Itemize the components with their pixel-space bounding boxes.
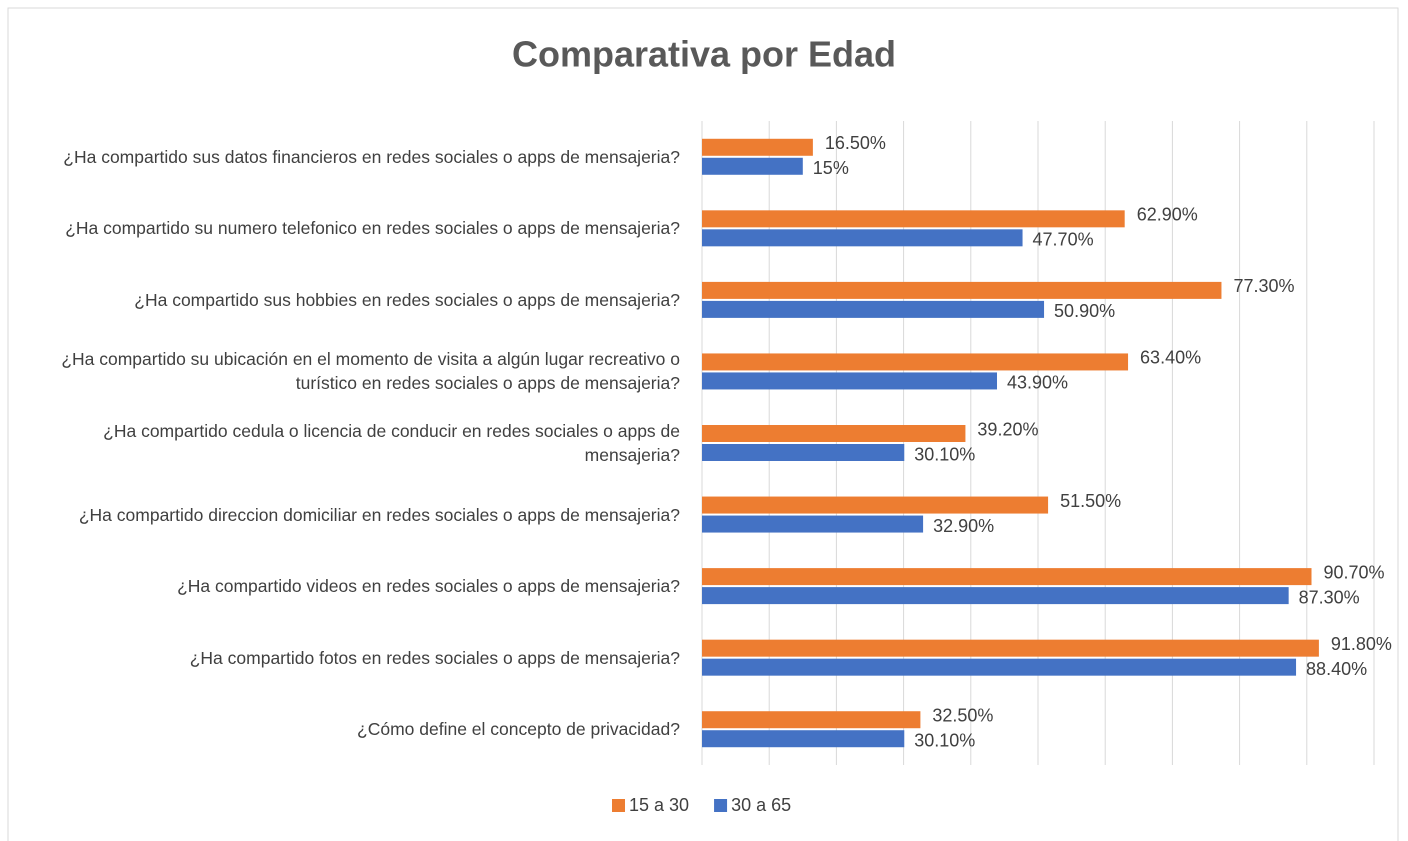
bar: [702, 711, 921, 729]
category-label: ¿Ha compartido cedula o licencia de cond…: [103, 420, 680, 465]
bar: [702, 281, 1222, 299]
data-label: 62.90%: [1137, 205, 1198, 225]
bar: [702, 587, 1289, 605]
category-label: ¿Ha compartido direccion domiciliar en r…: [78, 504, 680, 525]
data-label: 88.40%: [1306, 659, 1367, 679]
bar: [702, 658, 1297, 676]
bar: [702, 568, 1312, 586]
data-label: 32.50%: [932, 705, 993, 725]
bar: [702, 229, 1023, 247]
category-label: ¿Ha compartido videos en redes sociales …: [177, 576, 680, 597]
bar: [702, 515, 924, 533]
bar: [702, 372, 998, 390]
category-label: ¿Ha compartido sus hobbies en redes soci…: [134, 289, 680, 310]
category-label: ¿Cómo define el concepto de privacidad?: [357, 719, 680, 740]
category-label: ¿Ha compartido sus datos financieros en …: [63, 146, 680, 167]
legend-swatch: [612, 799, 625, 812]
legend-swatch: [714, 799, 728, 812]
data-label: 16.50%: [825, 133, 886, 153]
legend-label: 15 a 30: [629, 795, 689, 815]
data-label: 30.10%: [914, 444, 975, 464]
bar: [702, 444, 905, 461]
category-label: ¿Ha compartido su numero telefonico en r…: [65, 218, 680, 239]
data-label: 63.40%: [1140, 348, 1201, 368]
bar: [702, 496, 1049, 514]
bar: [702, 639, 1319, 657]
category-label: ¿Ha compartido fotos en redes sociales o…: [189, 647, 680, 668]
data-label: 30.10%: [914, 730, 975, 750]
data-label: 50.90%: [1054, 301, 1115, 321]
data-label: 90.70%: [1324, 562, 1385, 582]
bar: [702, 730, 905, 748]
bar: [702, 425, 966, 442]
data-label: 47.70%: [1033, 230, 1094, 250]
data-label: 51.50%: [1060, 491, 1121, 511]
bar: [702, 300, 1045, 318]
data-label: 43.90%: [1007, 373, 1068, 393]
data-label: 91.80%: [1331, 634, 1392, 654]
legend-label: 30 a 65: [731, 795, 791, 815]
data-label: 77.30%: [1233, 276, 1294, 296]
chart-border: [7, 7, 1399, 841]
bar: [702, 138, 813, 156]
data-label: 32.90%: [933, 516, 994, 536]
chart-title: Comparativa por Edad: [512, 34, 896, 75]
category-label: ¿Ha compartido su ubicación en el moment…: [61, 349, 680, 394]
bar: [702, 157, 803, 175]
data-label: 87.30%: [1299, 587, 1360, 607]
data-label: 39.20%: [977, 419, 1038, 439]
bar: [702, 353, 1129, 371]
bar: [702, 210, 1125, 228]
data-label: 15%: [813, 158, 849, 178]
